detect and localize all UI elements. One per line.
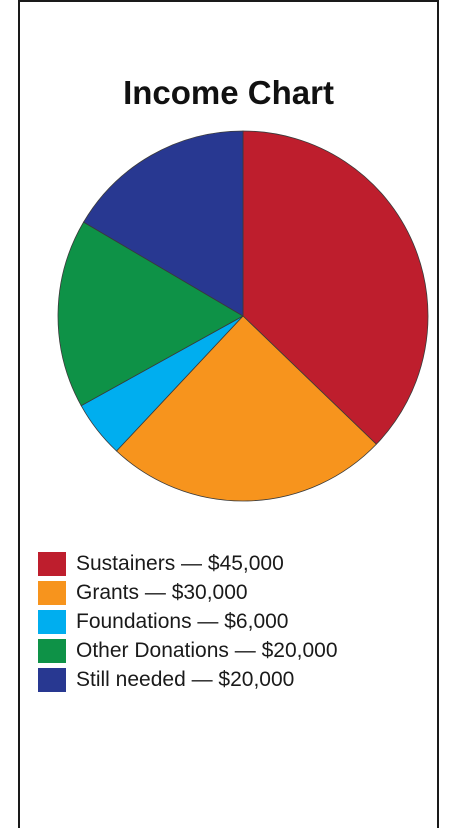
pie-slice-sustainers bbox=[242, 130, 429, 445]
legend-label: Other Donations — $20,000 bbox=[76, 638, 338, 662]
chart-title: Income Chart bbox=[123, 74, 334, 111]
legend-label: Foundations — $6,000 bbox=[76, 609, 289, 633]
legend-swatch bbox=[38, 667, 66, 692]
legend-item: Sustainers — $45,000 bbox=[38, 549, 338, 578]
legend-label: Grants — $30,000 bbox=[76, 580, 248, 604]
legend-swatch bbox=[38, 580, 66, 605]
pie-slice-grants bbox=[115, 315, 377, 502]
legend-label: Sustainers — $45,000 bbox=[76, 551, 284, 575]
legend-item: Still needed — $20,000 bbox=[38, 665, 338, 694]
pie-chart bbox=[57, 130, 429, 502]
legend-swatch bbox=[38, 638, 66, 663]
pie-slice-still-needed bbox=[83, 130, 244, 317]
legend-item: Foundations — $6,000 bbox=[38, 607, 338, 636]
legend-swatch bbox=[38, 609, 66, 634]
legend-item: Other Donations — $20,000 bbox=[38, 636, 338, 665]
chart-legend: Sustainers — $45,000 Grants — $30,000 Foun… bbox=[38, 549, 338, 694]
legend-swatch bbox=[38, 551, 66, 576]
pie-slice-other-donations bbox=[57, 221, 244, 407]
legend-item: Grants — $30,000 bbox=[38, 578, 338, 607]
legend-label: Still needed — $20,000 bbox=[76, 667, 295, 691]
